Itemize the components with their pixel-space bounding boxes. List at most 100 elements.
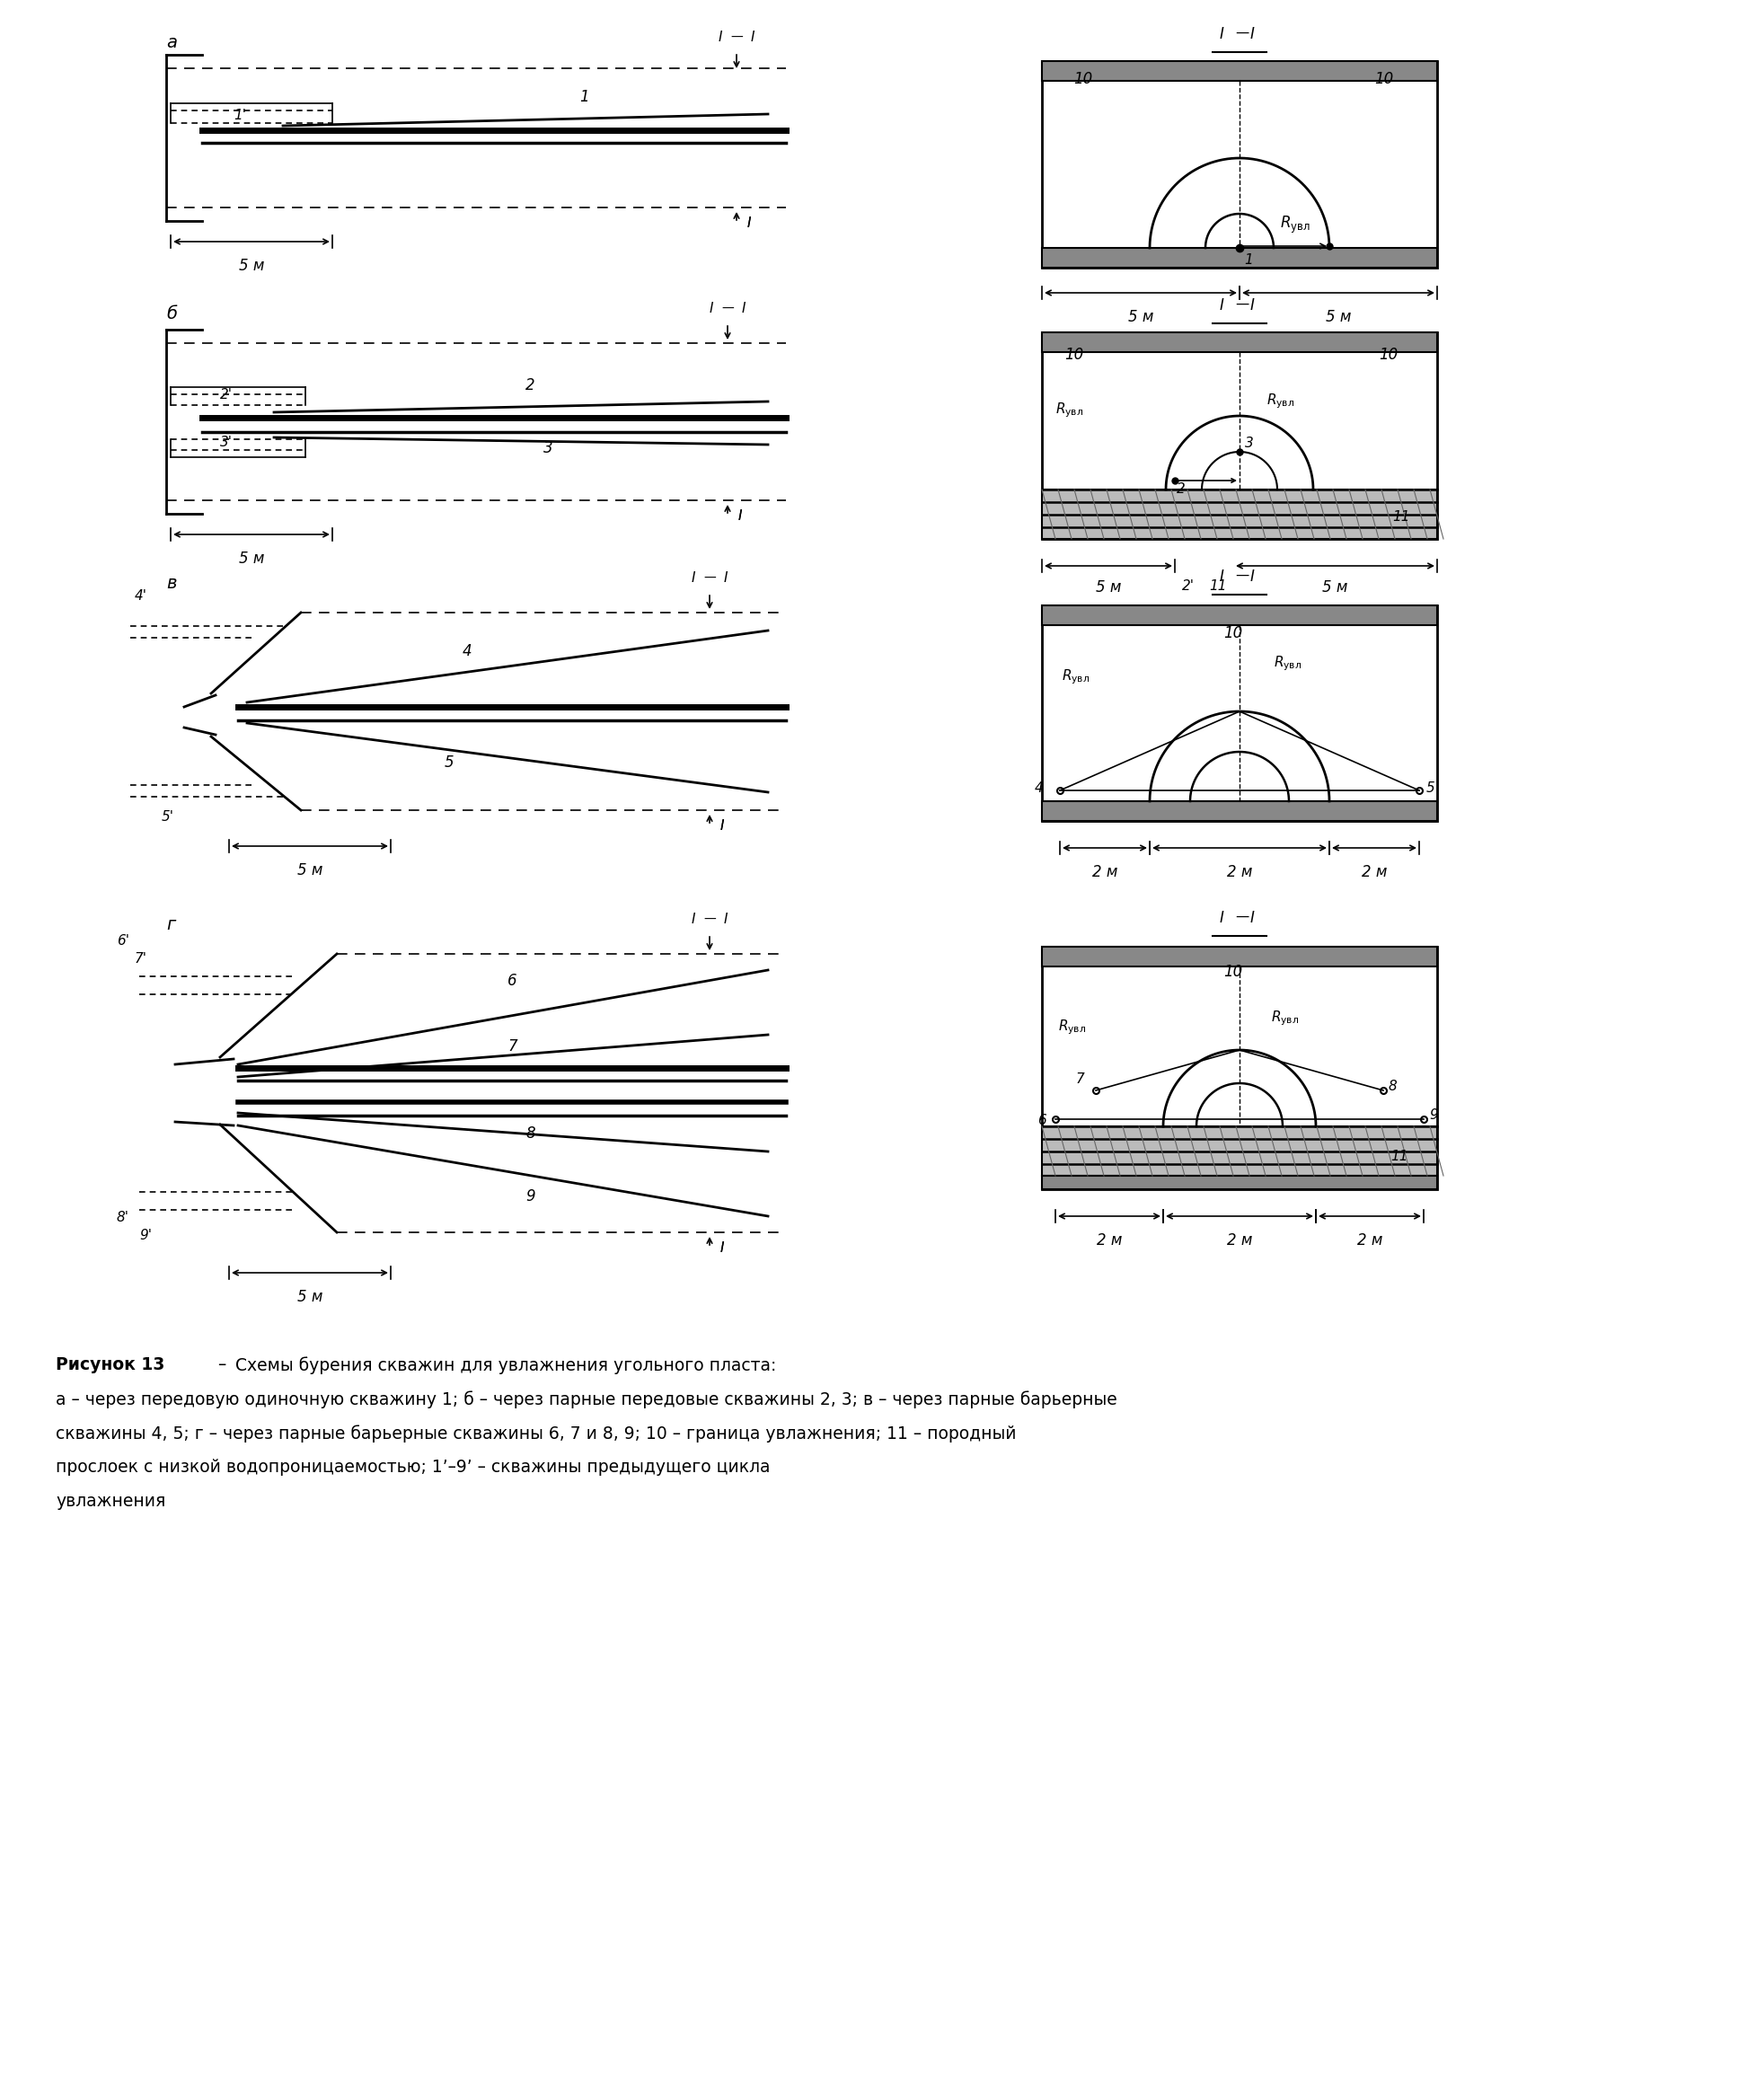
Text: 2': 2' [220,388,232,401]
Text: 1: 1 [579,88,588,105]
Text: I: I [692,914,695,926]
Text: I: I [720,819,725,832]
Text: 6: 6 [507,972,516,989]
Text: а – через передовую одиночную скважину 1; б – через парные передовые скважины 2,: а – через передовую одиночную скважину 1… [56,1390,1117,1409]
Text: 11: 11 [1391,1149,1408,1163]
Text: 5 м: 5 м [1322,580,1349,596]
Text: I: I [738,510,743,523]
Bar [1041,332,1436,353]
Text: 4: 4 [462,643,472,659]
Text: I: I [1220,25,1224,42]
Text: 7: 7 [507,1037,516,1054]
Text: 5 м: 5 м [239,550,263,567]
Text: а: а [167,34,177,50]
Bar [1041,61,1436,267]
Text: —: — [1234,909,1249,924]
Text: $R_{\rm увл}$: $R_{\rm увл}$ [1055,401,1083,420]
Text: 11: 11 [1208,580,1226,592]
Text: 11: 11 [1393,510,1410,523]
Text: –: – [212,1357,232,1373]
Text: 9: 9 [525,1189,536,1205]
Text: $R_{\rm увл}$: $R_{\rm увл}$ [1062,668,1090,687]
Text: 2 м: 2 м [1092,863,1117,880]
Text: 3': 3' [220,435,232,449]
Text: 6': 6' [116,934,130,947]
Text: 5 м: 5 м [297,863,323,878]
Text: I: I [718,32,722,44]
Text: 2: 2 [525,378,536,393]
Text: 9': 9' [139,1228,151,1243]
Bar [1041,489,1436,540]
Bar [1041,947,1436,966]
Text: I: I [723,571,727,584]
Text: 5 м: 5 м [297,1289,323,1304]
Bar [1041,947,1436,1189]
Text: —: — [704,571,716,584]
Text: $R_{\rm увл}$: $R_{\rm увл}$ [1059,1018,1087,1035]
Bar [1041,332,1436,540]
Text: скважины 4, 5; г – через парные барьерные скважины 6, 7 и 8, 9; 10 – граница увл: скважины 4, 5; г – через парные барьерны… [56,1424,1017,1443]
Text: 5 м: 5 м [1096,580,1120,596]
Text: I: I [723,914,727,926]
Text: 10: 10 [1224,626,1243,640]
Text: —: — [730,32,743,44]
Text: I: I [1250,569,1256,584]
Text: I: I [1250,25,1256,42]
Bar [1041,248,1436,267]
Text: I: I [1220,298,1224,313]
Text: —: — [1234,25,1249,40]
Text: I: I [1250,298,1256,313]
Text: $R_{\rm увл}$: $R_{\rm увл}$ [1266,393,1294,410]
Text: Рисунок 13: Рисунок 13 [56,1357,165,1373]
Text: 5 м: 5 м [1127,309,1154,326]
Text: 1': 1' [234,109,246,122]
Text: 1: 1 [1243,254,1252,267]
Bar [1041,61,1436,80]
Text: прослоек с низкой водопроницаемостью; 1’–9’ – скважины предыдущего цикла: прослоек с низкой водопроницаемостью; 1’… [56,1459,771,1476]
Text: 7: 7 [1076,1073,1085,1086]
Text: 4: 4 [1034,781,1043,796]
Text: I: I [750,32,755,44]
Text: г: г [167,916,176,932]
Text: 5: 5 [444,754,455,771]
Text: 6: 6 [1038,1113,1047,1128]
Text: 8': 8' [116,1212,130,1224]
Text: 4': 4' [135,590,148,603]
Text: $R_{\rm увл}$: $R_{\rm увл}$ [1271,1008,1299,1027]
Text: 3: 3 [1245,437,1254,449]
Text: 2 м: 2 м [1096,1233,1122,1249]
Text: 8: 8 [525,1126,536,1142]
Text: 7': 7' [135,951,148,966]
Text: 8: 8 [1389,1079,1398,1094]
Bar [1041,1126,1436,1176]
Bar [1041,1176,1436,1189]
Text: 2: 2 [1177,483,1185,496]
Text: I: I [1220,909,1224,926]
Text: 3: 3 [543,441,553,456]
Text: I: I [1220,569,1224,584]
Text: I: I [1250,909,1256,926]
Text: 2 м: 2 м [1361,863,1387,880]
Text: I: I [720,819,725,832]
Text: 5 м: 5 м [239,258,263,273]
Text: —: — [722,302,734,315]
Text: Схемы бурения скважин для увлажнения угольного пласта:: Схемы бурения скважин для увлажнения уго… [235,1357,776,1373]
Text: б: б [167,304,177,323]
Text: I: I [741,302,746,315]
Text: 10: 10 [1375,71,1393,86]
Text: —: — [1234,569,1249,582]
Bar [1041,802,1436,821]
Text: I: I [738,510,743,523]
Text: увлажнения: увлажнения [56,1493,165,1510]
Bar [1041,605,1436,821]
Text: I: I [748,216,752,229]
Text: I: I [720,1241,725,1256]
Text: 9: 9 [1429,1109,1438,1121]
Text: 2 м: 2 м [1227,863,1252,880]
Text: 5: 5 [1426,781,1435,796]
Text: 5 м: 5 м [1326,309,1350,326]
Text: 10: 10 [1073,71,1092,86]
Bar [1041,605,1436,626]
Text: I: I [748,216,752,229]
Text: —: — [704,914,716,926]
